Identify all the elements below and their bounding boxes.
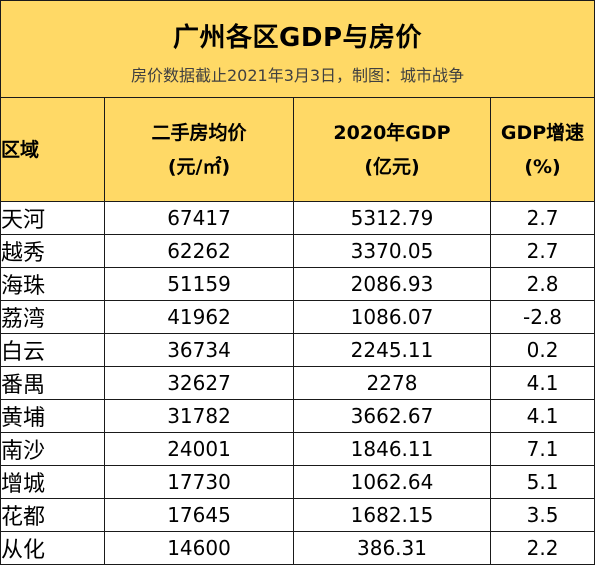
region-cell: 番禺 (0, 366, 105, 400)
price-cell: 31782 (104, 399, 294, 433)
table-row: 海珠 51159 2086.93 2.8 (0, 267, 595, 301)
gdp-cell: 2086.93 (293, 267, 491, 301)
region-cell: 花都 (0, 498, 105, 532)
price-cell: 17730 (104, 465, 294, 499)
growth-cell: 4.1 (489, 366, 595, 400)
table-row: 白云 36734 2245.11 0.2 (0, 333, 595, 367)
growth-cell: 2.7 (489, 201, 595, 235)
table-row: 番禺 32627 2278 4.1 (0, 366, 595, 400)
price-cell: 17645 (104, 498, 294, 532)
gdp-cell: 1682.15 (293, 498, 491, 532)
header-price: 二手房均价 (元/㎡) (104, 97, 294, 202)
table-row: 花都 17645 1682.15 3.5 (0, 498, 595, 532)
header-price-unit: (元/㎡) (167, 155, 231, 178)
growth-cell: 0.2 (489, 333, 595, 367)
header-region-label: 区域 (1, 138, 40, 161)
region-cell: 增城 (0, 465, 105, 499)
price-cell: 36734 (104, 333, 294, 367)
header-gdp-unit: (亿元) (364, 155, 420, 178)
gdp-cell: 3370.05 (293, 234, 491, 268)
price-cell: 14600 (104, 531, 294, 565)
growth-cell: 4.1 (489, 399, 595, 433)
gdp-cell: 1062.64 (293, 465, 491, 499)
region-cell: 荔湾 (0, 300, 105, 334)
growth-cell: -2.8 (489, 300, 595, 334)
table-row: 越秀 62262 3370.05 2.7 (0, 234, 595, 268)
growth-cell: 7.1 (489, 432, 595, 466)
table-row: 荔湾 41962 1086.07 -2.8 (0, 300, 595, 334)
table-row: 南沙 24001 1846.11 7.1 (0, 432, 595, 466)
region-cell: 海珠 (0, 267, 105, 301)
price-cell: 32627 (104, 366, 294, 400)
header-growth-label: GDP增速 (500, 121, 585, 144)
gdp-cell: 5312.79 (293, 201, 491, 235)
growth-cell: 2.2 (489, 531, 595, 565)
growth-cell: 2.8 (489, 267, 595, 301)
gdp-cell: 386.31 (293, 531, 491, 565)
growth-cell: 5.1 (489, 465, 595, 499)
header-region: 区域 (0, 97, 105, 202)
price-cell: 51159 (104, 267, 294, 301)
header-price-label: 二手房均价 (151, 121, 247, 144)
header-gdp-label: 2020年GDP (333, 121, 451, 144)
header-growth: GDP增速 (%) (489, 97, 595, 202)
price-cell: 41962 (104, 300, 294, 334)
gdp-cell: 1086.07 (293, 300, 491, 334)
title-cell: 广州各区GDP与房价 房价数据截止2021年3月3日，制图：城市战争 (0, 0, 595, 98)
header-gdp: 2020年GDP (亿元) (293, 97, 491, 202)
growth-cell: 3.5 (489, 498, 595, 532)
gdp-cell: 3662.67 (293, 399, 491, 433)
region-cell: 黄埔 (0, 399, 105, 433)
header-row: 区域 二手房均价 (元/㎡) 2020年GDP (亿元) GDP增速 (%) (0, 97, 595, 202)
region-cell: 天河 (0, 201, 105, 235)
table-row: 天河 67417 5312.79 2.7 (0, 201, 595, 235)
price-cell: 62262 (104, 234, 294, 268)
gdp-cell: 2278 (293, 366, 491, 400)
page-title: 广州各区GDP与房价 (173, 22, 422, 53)
title-row: 广州各区GDP与房价 房价数据截止2021年3月3日，制图：城市战争 (0, 0, 595, 98)
price-cell: 67417 (104, 201, 294, 235)
gdp-cell: 1846.11 (293, 432, 491, 466)
growth-cell: 2.7 (489, 234, 595, 268)
region-cell: 南沙 (0, 432, 105, 466)
region-cell: 白云 (0, 333, 105, 367)
table-row: 增城 17730 1062.64 5.1 (0, 465, 595, 499)
table-row: 从化 14600 386.31 2.2 (0, 531, 595, 565)
header-growth-unit: (%) (524, 155, 561, 178)
price-cell: 24001 (104, 432, 294, 466)
table-row: 黄埔 31782 3662.67 4.1 (0, 399, 595, 433)
region-cell: 从化 (0, 531, 105, 565)
gdp-cell: 2245.11 (293, 333, 491, 367)
region-cell: 越秀 (0, 234, 105, 268)
page-subtitle: 房价数据截止2021年3月3日，制图：城市战争 (130, 65, 465, 85)
